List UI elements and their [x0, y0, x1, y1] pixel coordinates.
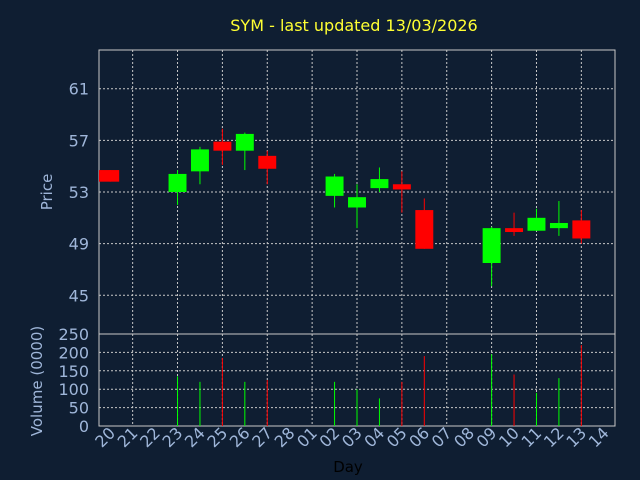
candle	[482, 226, 501, 287]
candle-body	[505, 228, 524, 233]
candle	[325, 173, 344, 208]
candle-body	[190, 149, 209, 172]
candle	[572, 210, 591, 244]
candle-body	[168, 173, 187, 192]
candle-body	[99, 170, 120, 182]
price-tick-label: 61	[69, 80, 89, 99]
volume-tick-label: 200	[58, 343, 89, 362]
price-tick-label: 53	[69, 183, 89, 202]
volume-tick-label: 50	[69, 399, 89, 418]
price-panel: 45 49 53 57 61	[69, 49, 616, 335]
candle-body	[415, 210, 434, 249]
candle-body	[527, 217, 546, 231]
price-tick-label: 45	[69, 286, 89, 305]
candle-body	[482, 228, 501, 263]
candle-body	[258, 155, 277, 169]
candle	[213, 128, 232, 165]
chart-title: SYM - last updated 13/03/2026	[230, 16, 477, 35]
volume-axis-label: Volume (0000)	[28, 326, 46, 436]
candle	[392, 171, 411, 213]
candle	[258, 150, 277, 185]
candle	[527, 208, 546, 231]
x-tick-labels: 2021222324252627280102030405060708091011…	[91, 423, 612, 451]
candle-body	[549, 222, 568, 229]
price-tick-label: 49	[69, 235, 89, 254]
price-axis-label: Price	[38, 174, 56, 211]
candle-body	[392, 184, 411, 190]
candle	[190, 146, 209, 185]
candle-body	[235, 133, 254, 151]
candle-body	[213, 141, 232, 151]
candle-body	[370, 179, 389, 189]
x-axis-label: Day	[333, 458, 363, 476]
candle-body	[572, 220, 591, 239]
volume-tick-label: 100	[58, 380, 89, 399]
candle	[168, 170, 187, 205]
volume-tick-label: 250	[58, 325, 89, 344]
x-tick-label: 14	[585, 423, 613, 451]
candle	[235, 132, 254, 171]
candle	[505, 212, 524, 236]
candle	[370, 167, 389, 192]
candle	[549, 201, 568, 236]
price-tick-label: 57	[69, 131, 89, 150]
candle-body	[325, 176, 344, 196]
candle	[99, 170, 120, 182]
volume-tick-label: 150	[58, 362, 89, 381]
volume-tick-label: 0	[79, 417, 89, 436]
candle-body	[348, 197, 366, 208]
candle	[415, 198, 434, 249]
candle	[348, 184, 366, 229]
